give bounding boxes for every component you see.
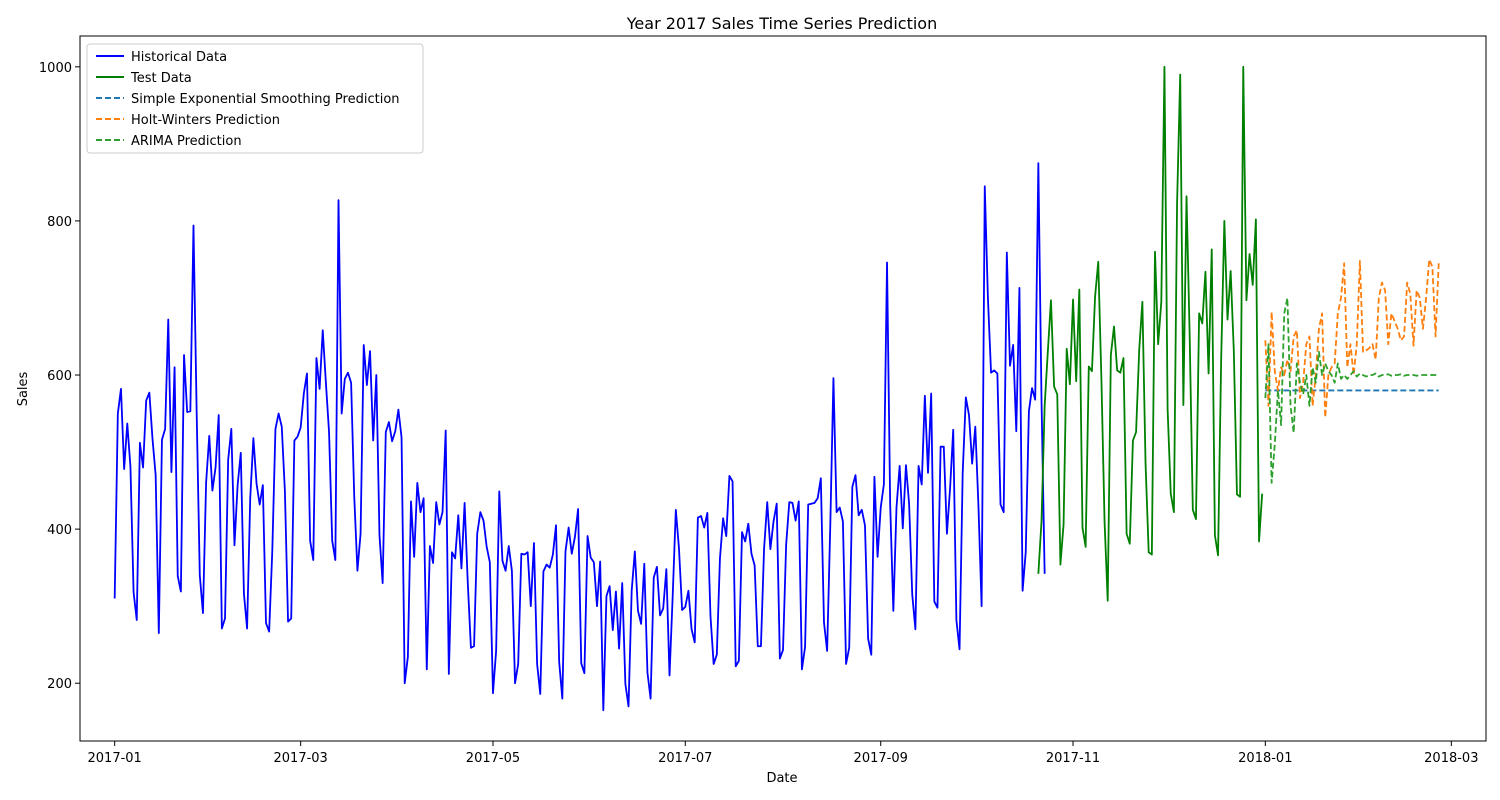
x-tick-label: 2017-11 [1046,751,1100,766]
y-tick-label: 200 [47,677,72,692]
x-tick-label: 2017-03 [274,751,328,766]
chart-title: Year 2017 Sales Time Series Prediction [626,14,937,33]
series-line-5 [1264,297,1439,484]
series-line-2 [1037,65,1264,602]
series-line-4 [1264,258,1440,419]
legend-box [86,43,424,154]
series-layer [113,65,1440,712]
x-tick-label: 2017-01 [88,751,142,766]
y-axis-label: Sales [16,371,31,406]
legend-label-2: Test Data [130,71,192,86]
x-tick-label: 2017-09 [854,751,908,766]
legend-label-5: ARIMA Prediction [131,134,242,149]
y-tick-label: 400 [47,523,72,538]
y-tick-label: 800 [47,215,72,230]
series-line-1 [113,162,1046,712]
x-tick-label: 2017-05 [466,751,520,766]
y-tick-label: 1000 [39,61,72,76]
legend-label-1: Historical Data [131,50,227,65]
x-axis: 2017-01 2017-03 2017-05 2017-07 2017-09 2017-… [88,741,1478,766]
legend-label-3: Simple Exponential Smoothing Prediction [131,92,400,107]
x-tick-label: 2017-07 [658,751,712,766]
legend-label-4: Holt-Winters Prediction [131,113,280,128]
x-tick-label: 2018-01 [1238,751,1292,766]
legend: Historical Data Test Data Simple Exponenti… [86,43,424,154]
plot-frame [79,35,1487,742]
y-axis: 200 400 600 800 1000 [39,61,80,692]
x-tick-label: 2018-03 [1424,751,1478,766]
x-axis-label: Date [766,771,797,786]
y-tick-label: 600 [47,369,72,384]
